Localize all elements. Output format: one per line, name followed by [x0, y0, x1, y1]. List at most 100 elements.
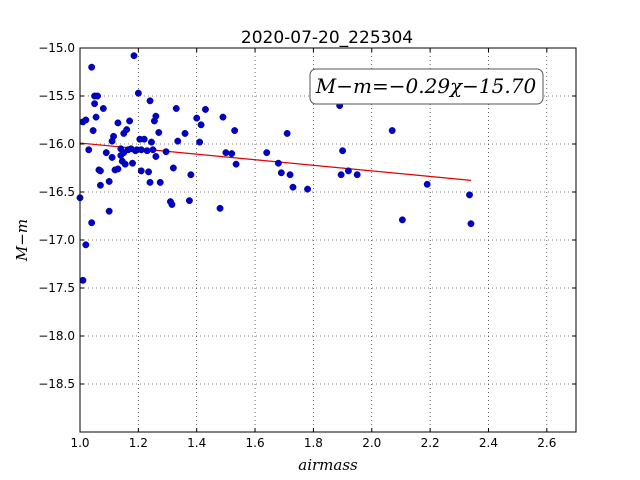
y-tick-label: −16.5 — [38, 185, 75, 199]
grid — [79, 47, 576, 432]
data-point — [140, 135, 148, 143]
data-point — [114, 119, 122, 127]
data-point — [96, 167, 104, 175]
data-point — [152, 112, 160, 120]
data-point — [337, 171, 345, 179]
data-point — [232, 160, 240, 168]
data-point — [231, 127, 239, 135]
data-point — [423, 180, 431, 188]
axis-ticks: 1.0 1.2 1.4 1.6 1.8 2.0 2.2 2.4 2.6 −15.0 −15.5 −16… — [38, 41, 576, 450]
data-point — [304, 185, 312, 193]
y-tick-label: −15.5 — [38, 89, 75, 103]
data-point — [85, 146, 93, 154]
data-point — [174, 137, 182, 145]
data-point — [222, 149, 230, 157]
data-point — [277, 169, 285, 177]
y-tick-label: −17.5 — [38, 281, 75, 295]
data-point — [121, 160, 129, 168]
data-point — [82, 241, 90, 249]
data-point — [148, 138, 155, 146]
x-tick-label: 1.0 — [70, 436, 89, 450]
data-point — [130, 52, 138, 60]
data-point — [339, 147, 347, 155]
data-point — [146, 178, 154, 186]
data-point — [398, 216, 406, 224]
data-point — [466, 191, 473, 199]
data-point — [102, 149, 110, 157]
data-point — [219, 113, 227, 121]
y-tick-label: −18.0 — [38, 329, 75, 343]
x-tick-label: 2.4 — [479, 436, 498, 450]
data-point — [156, 178, 164, 186]
data-point — [283, 129, 291, 137]
data-point — [137, 146, 145, 154]
x-tick-label: 1.8 — [304, 436, 323, 450]
data-point — [88, 219, 96, 227]
data-point — [155, 129, 163, 136]
data-point — [467, 220, 475, 228]
fit-annotation: M−m=−0.29χ−15.70 — [309, 68, 544, 105]
x-tick-label: 1.4 — [187, 436, 206, 450]
fit-annotation-text: M−m=−0.29χ−15.70 — [315, 74, 537, 98]
data-point — [108, 153, 116, 161]
y-tick-label: −18.5 — [38, 377, 75, 391]
x-tick-label: 2.6 — [537, 436, 556, 450]
data-point — [344, 167, 352, 175]
x-tick-label: 1.6 — [246, 436, 265, 450]
data-point — [185, 197, 193, 205]
data-point — [149, 146, 157, 154]
data-point — [152, 153, 160, 160]
data-point — [187, 171, 195, 179]
data-point — [96, 181, 104, 189]
data-point — [89, 127, 97, 135]
data-point — [172, 105, 180, 112]
data-point — [193, 114, 201, 122]
x-tick-label: 1.2 — [129, 436, 148, 450]
data-point — [181, 129, 189, 137]
data-point — [82, 116, 90, 124]
data-point — [197, 121, 205, 129]
data-point — [196, 138, 204, 146]
data-point — [168, 201, 176, 208]
data-point — [94, 92, 101, 100]
data-point — [79, 276, 87, 284]
data-point — [162, 148, 170, 156]
x-axis-label: airmass — [298, 456, 358, 474]
data-point — [114, 165, 122, 173]
data-point — [105, 177, 113, 185]
data-point — [91, 100, 99, 108]
chart-title: 2020-07-20_225304 — [241, 28, 413, 48]
data-point — [88, 63, 96, 71]
data-point — [99, 105, 107, 112]
data-point — [169, 164, 177, 172]
y-axis-label: M−m — [13, 219, 31, 262]
data-point — [274, 159, 282, 167]
data-point — [105, 207, 113, 215]
data-point — [110, 132, 118, 140]
data-points — [76, 52, 475, 284]
data-point — [353, 171, 361, 179]
data-point — [129, 159, 136, 167]
data-point — [388, 127, 396, 135]
data-point — [286, 171, 294, 179]
data-point — [145, 168, 153, 176]
data-point — [134, 89, 142, 97]
data-point — [137, 167, 145, 175]
x-tick-label: 2.0 — [362, 436, 381, 450]
fit-annotation-box — [309, 68, 544, 105]
data-point — [263, 149, 271, 157]
data-point — [126, 117, 134, 125]
data-point — [143, 147, 151, 155]
data-point — [92, 113, 100, 121]
y-tick-label: −17.0 — [38, 233, 75, 247]
data-point — [216, 204, 224, 212]
y-tick-label: −15.0 — [38, 41, 75, 55]
data-point — [202, 105, 209, 113]
y-tick-label: −16.0 — [38, 137, 75, 151]
data-point — [123, 126, 131, 134]
data-point — [146, 97, 154, 105]
data-point — [289, 183, 297, 191]
x-tick-label: 2.2 — [421, 436, 440, 450]
data-point — [228, 150, 236, 158]
